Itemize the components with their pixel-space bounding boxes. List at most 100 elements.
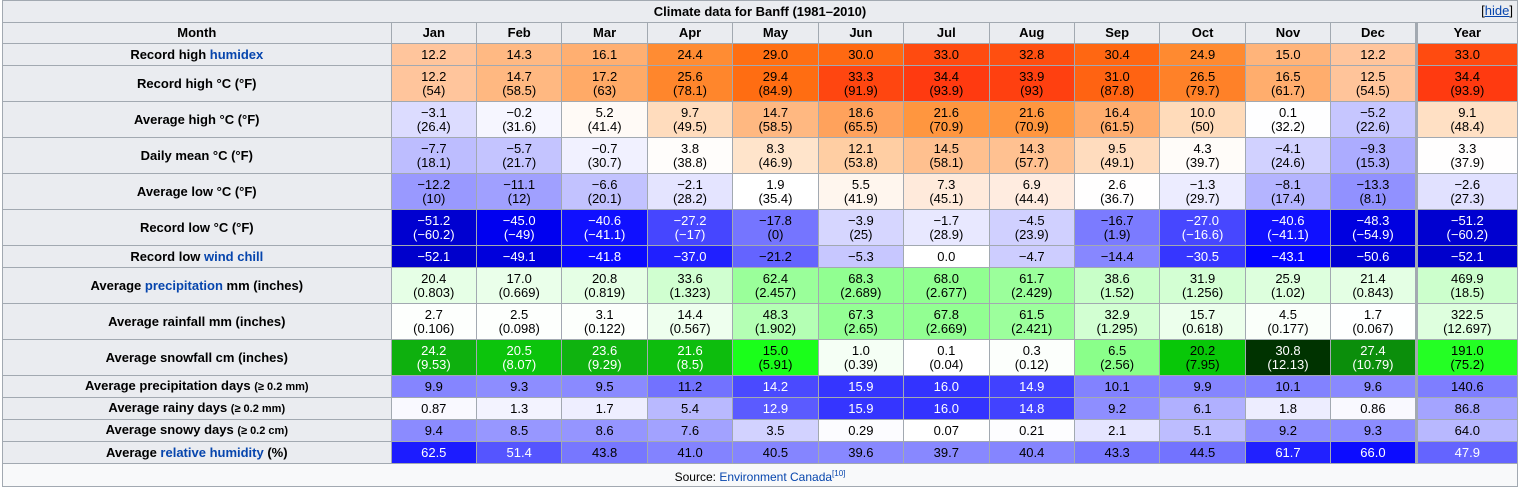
data-cell: 5.1: [1159, 419, 1246, 442]
row-header: Record high °C (°F): [2, 65, 392, 102]
data-cell: 3.1 (0.122): [561, 303, 648, 340]
data-cell: 26.5 (79.7): [1159, 65, 1246, 102]
row-header: Record low wind chill: [2, 245, 392, 268]
data-cell: 41.0: [646, 441, 734, 464]
cell-value: 1.7: [1363, 306, 1382, 322]
row-label: Average high °C (°F): [134, 111, 260, 127]
cell-value-fahrenheit: (1.9): [1103, 226, 1131, 242]
data-cell: −45.0 (−49): [475, 209, 563, 246]
cell-value-fahrenheit: (50): [1191, 118, 1215, 134]
cell-value: −12.2: [417, 176, 451, 192]
cell-value: 2.6: [1108, 176, 1127, 192]
cell-value-fahrenheit: (−60.2): [1446, 226, 1489, 242]
row-header: Average snowy days (≥ 0.2 cm): [2, 419, 392, 442]
source-ref[interactable]: [10]: [832, 468, 846, 478]
cell-value: 61.7: [1275, 444, 1301, 460]
cell-value: 4.5: [1278, 306, 1298, 322]
cell-value-fahrenheit: (28.2): [673, 190, 708, 206]
row-label-link[interactable]: relative humidity: [160, 444, 264, 460]
table-row: Record low °C (°F) −51.2 (−60.2) −45.0 (−49)…: [2, 209, 1519, 246]
data-cell: 0.0: [903, 245, 990, 268]
data-cell: 27.4 (10.79): [1330, 339, 1417, 376]
cell-value: 12.2: [1360, 46, 1386, 62]
source-link[interactable]: Environment Canada: [719, 469, 833, 484]
cell-value: 2.1: [1108, 422, 1127, 438]
row-label-link[interactable]: precipitation: [144, 277, 223, 293]
cell-value-fahrenheit: (−49): [503, 226, 535, 242]
cell-value: 0.1: [937, 342, 956, 358]
cell-value: −0.7: [591, 140, 618, 156]
data-cell: 4.3 (39.7): [1159, 137, 1246, 174]
cell-value: 25.9: [1275, 270, 1301, 286]
cell-value: 44.5: [1189, 444, 1216, 460]
data-cell: 1.7 (0.067): [1330, 303, 1417, 340]
data-cell: 34.4 (93.9): [1414, 65, 1519, 102]
cell-value: 9.1: [1458, 104, 1477, 120]
data-cell: 15.9: [817, 397, 905, 420]
cell-value: 21.6: [933, 104, 959, 120]
data-cell: 16.5 (61.7): [1244, 65, 1332, 102]
cell-value: 11.2: [677, 378, 703, 394]
cell-value: 0.87: [421, 400, 447, 416]
hide-link[interactable]: [hide]: [1481, 3, 1513, 18]
cell-value: 12.1: [848, 140, 874, 156]
data-cell: 7.3 (45.1): [903, 173, 990, 210]
data-cell: 18.6 (65.5): [817, 101, 905, 138]
data-cell: 9.4: [390, 419, 477, 442]
cell-value-fahrenheit: (5.91): [758, 356, 793, 372]
cell-value: −41.8: [588, 248, 622, 264]
data-cell: −37.0: [646, 245, 734, 268]
cell-value-fahrenheit: (41.4): [587, 118, 622, 134]
data-cell: 9.1 (48.4): [1414, 101, 1519, 138]
row-header: Average relative humidity (%): [2, 441, 392, 464]
cell-value: 0.3: [1022, 342, 1041, 358]
cell-value: 31.0: [1104, 68, 1130, 84]
cell-value: −52.1: [417, 248, 451, 264]
cell-value: 9.5: [1108, 140, 1127, 156]
row-label-suffix: (%): [263, 444, 288, 460]
data-cell: 32.9 (1.295): [1073, 303, 1161, 340]
cell-value-fahrenheit: (2.457): [754, 284, 797, 300]
cell-value-fahrenheit: (0.819): [584, 284, 626, 300]
row-label-link[interactable]: wind chill: [204, 248, 264, 264]
cell-value: 47.9: [1454, 444, 1480, 460]
cell-value-fahrenheit: (91.9): [843, 82, 878, 98]
cell-value-fahrenheit: (0.177): [1267, 320, 1309, 336]
row-label: Average low °C (°F): [136, 183, 257, 199]
table-row: Average relative humidity (%) 62.5 51.4 43.…: [2, 441, 1519, 464]
source-footer: Source: Environment Canada[10]: [2, 463, 1518, 487]
data-cell: −5.2 (22.6): [1330, 101, 1417, 138]
cell-value: −4.7: [1018, 248, 1045, 264]
data-cell: 9.9: [390, 375, 477, 398]
cell-value-fahrenheit: (70.9): [929, 118, 964, 134]
header-row: Month Jan Feb Mar Apr May Jun Jul Aug Sep Oct Nov D…: [2, 22, 1519, 44]
caption-text: Climate data for Banff (1981–2010): [653, 3, 867, 19]
cell-value-fahrenheit: (61.7): [1271, 82, 1305, 98]
cell-value: −5.7: [506, 140, 533, 156]
cell-value: 3.3: [1458, 140, 1477, 156]
cell-value: −30.5: [1186, 248, 1220, 264]
data-cell: 9.7 (49.5): [646, 101, 734, 138]
cell-value-fahrenheit: (20.1): [587, 190, 622, 206]
cell-value: 8.5: [510, 422, 529, 438]
data-cell: 25.6 (78.1): [646, 65, 734, 102]
cell-value: 5.5: [851, 176, 870, 192]
cell-value: 40.4: [1019, 444, 1045, 460]
data-cell: 8.5: [475, 419, 563, 442]
cell-value: −8.1: [1275, 176, 1301, 192]
cell-value: 12.5: [1360, 68, 1386, 84]
cell-value: 7.6: [681, 422, 700, 438]
table-row: Average precipitation days (≥ 0.2 mm) 9.9…: [2, 375, 1519, 398]
data-cell: 61.5 (2.421): [988, 303, 1075, 340]
data-cell: 0.29: [817, 419, 905, 442]
data-cell: 21.4 (0.843): [1330, 267, 1417, 304]
cell-value-fahrenheit: (9.53): [416, 356, 451, 372]
cell-value: 2.7: [424, 306, 443, 322]
data-cell: 16.4 (61.5): [1073, 101, 1161, 138]
row-label-link[interactable]: humidex: [209, 46, 264, 62]
cell-value-fahrenheit: (39.7): [1185, 154, 1220, 170]
cell-value: 27.4: [1360, 342, 1386, 358]
data-cell: 1.9 (35.4): [732, 173, 819, 210]
data-cell: −2.6 (27.3): [1414, 173, 1519, 210]
